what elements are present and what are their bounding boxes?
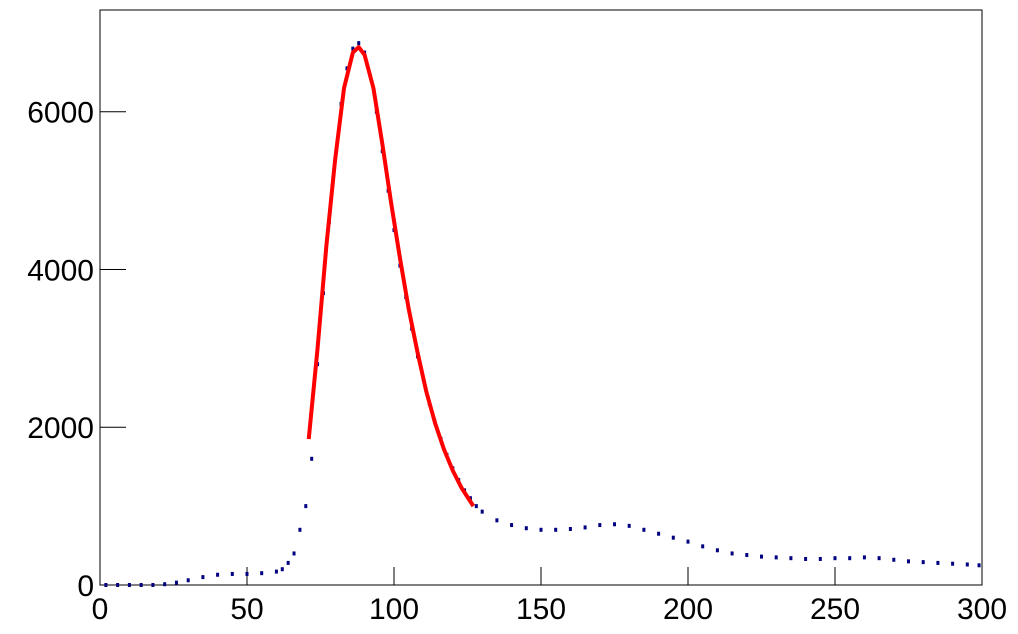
data-point [745,553,749,558]
y-tick-label: 6000 [27,97,94,130]
x-tick-label: 0 [92,593,109,626]
x-tick-label: 50 [230,593,263,626]
data-point [510,523,514,528]
data-point [951,561,955,566]
data-point [286,560,290,565]
data-point [357,41,361,46]
data-point [524,526,528,531]
data-point [789,556,793,561]
data-point [139,583,143,587]
data-point [568,526,572,531]
data-point [298,527,302,532]
data-point [715,548,719,553]
data-point [627,523,631,528]
data-point [642,527,646,532]
data-point [280,567,284,572]
data-point [833,556,837,561]
data-point [310,456,314,461]
data-point [554,527,558,532]
data-point [201,575,205,580]
data-point [686,539,690,544]
data-point [260,571,264,576]
data-point [127,583,131,587]
data-point [151,583,155,587]
data-point [230,571,234,576]
data-point [480,509,484,514]
y-tick-label: 2000 [27,412,94,445]
data-point [304,504,308,509]
data-point [701,544,705,549]
data-point [104,583,108,587]
data-point [965,562,969,567]
data-point [495,518,499,523]
y-tick-label: 0 [77,570,94,603]
data-point [186,578,190,583]
data-point [774,555,778,560]
data-point [245,571,249,576]
data-point [671,535,675,540]
data-point [977,563,981,568]
fit-line [306,45,476,508]
data-point [583,525,587,530]
data-point [292,551,296,556]
data-point [613,522,616,527]
data-point [598,523,602,528]
data-point [730,551,734,556]
data-point [892,557,896,562]
data-point [216,572,220,577]
x-tick-label: 150 [516,593,566,626]
data-point [877,556,881,561]
data-point [921,560,925,565]
data-point [760,554,763,559]
data-point [116,583,120,587]
x-tick-label: 300 [957,593,1007,626]
x-tick-label: 200 [663,593,713,626]
data-point [818,556,822,561]
data-point [274,569,278,574]
data-point [907,559,910,564]
y-tick-label: 4000 [27,254,94,287]
data-point [848,556,852,561]
data-point [539,527,543,532]
data-point [174,580,178,585]
data-point [936,560,940,565]
data-point [163,582,167,587]
x-tick-label: 100 [369,593,419,626]
data-point [474,504,478,509]
data-point [351,46,355,51]
data-point [804,556,808,561]
data-point [862,555,866,560]
x-tick-label: 250 [810,593,860,626]
data-point [657,531,661,536]
plot-frame [99,9,983,586]
